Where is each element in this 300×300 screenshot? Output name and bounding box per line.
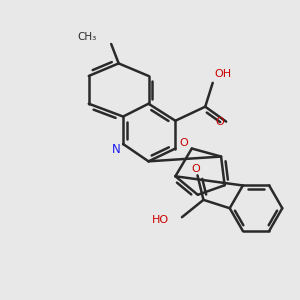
Text: OH: OH	[214, 70, 231, 80]
Text: O: O	[215, 117, 224, 127]
Text: O: O	[179, 138, 188, 148]
Text: CH₃: CH₃	[78, 32, 97, 42]
Text: HO: HO	[152, 215, 170, 225]
Text: N: N	[112, 143, 121, 156]
Text: O: O	[192, 164, 200, 174]
